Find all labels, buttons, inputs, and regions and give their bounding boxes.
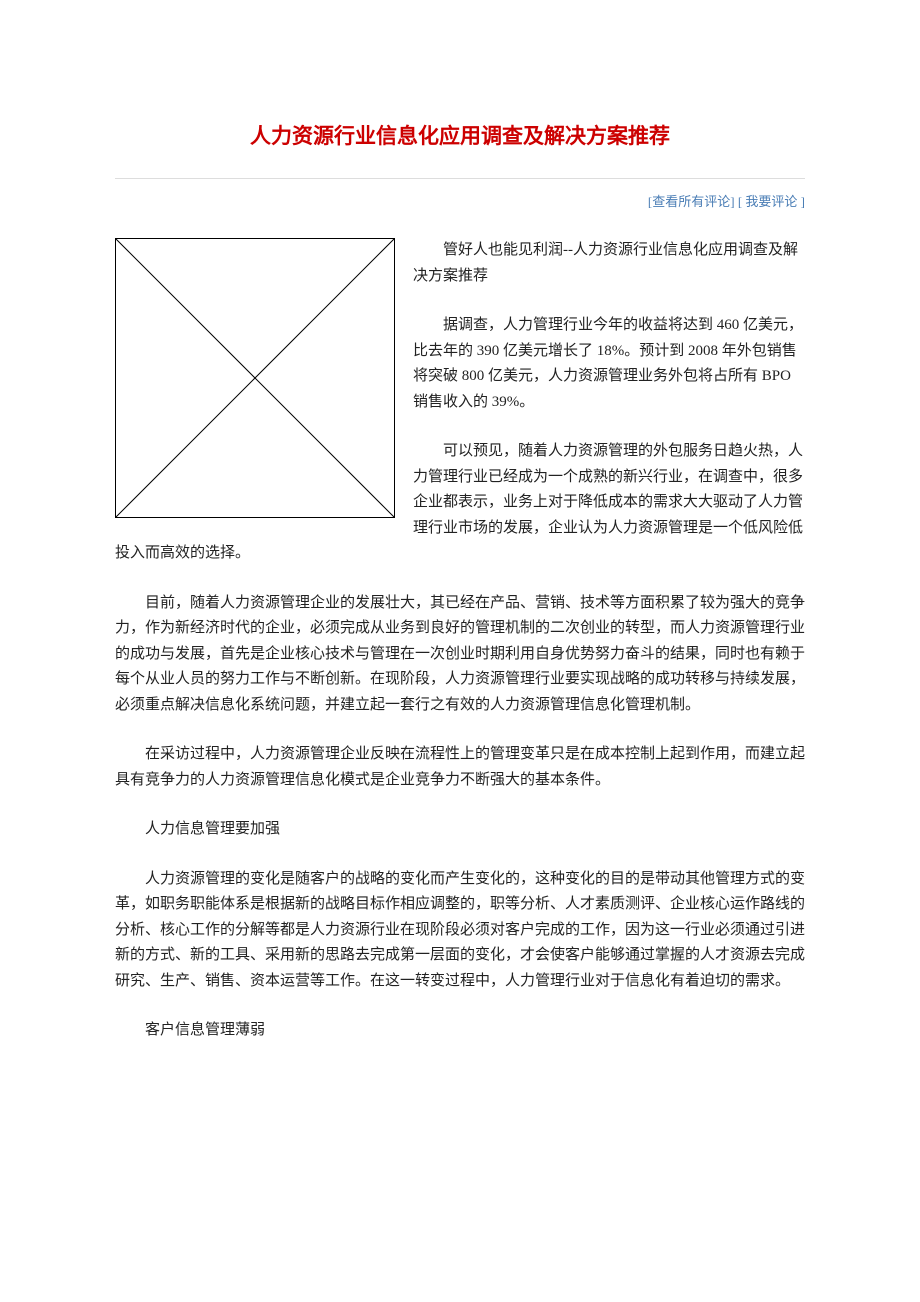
paragraph-heading-customer-info: 客户信息管理薄弱 xyxy=(115,1018,805,1044)
image-placeholder xyxy=(115,238,395,518)
paragraph-heading-hr-info: 人力信息管理要加强 xyxy=(115,817,805,843)
paragraph-current-state: 目前，随着人力资源管理企业的发展壮大，其已经在产品、营销、技术等方面积累了较为强… xyxy=(115,591,805,719)
post-comment-link[interactable]: [ 我要评论 ] xyxy=(738,194,805,209)
paragraph-interview: 在采访过程中，人力资源管理企业反映在流程性上的管理变革只是在成本控制上起到作用，… xyxy=(115,742,805,793)
title-divider xyxy=(115,178,805,179)
article-content: 管好人也能见利润--人力资源行业信息化应用调查及解决方案推荐 据调查，人力管理行… xyxy=(115,238,805,1044)
comment-actions-bar: [查看所有评论] [ 我要评论 ] xyxy=(115,191,805,210)
view-all-comments-link[interactable]: [查看所有评论] xyxy=(648,194,735,209)
paragraph-hr-change: 人力资源管理的变化是随客户的战略的变化而产生变化的，这种变化的目的是带动其他管理… xyxy=(115,867,805,995)
document-title: 人力资源行业信息化应用调查及解决方案推荐 xyxy=(115,120,805,150)
